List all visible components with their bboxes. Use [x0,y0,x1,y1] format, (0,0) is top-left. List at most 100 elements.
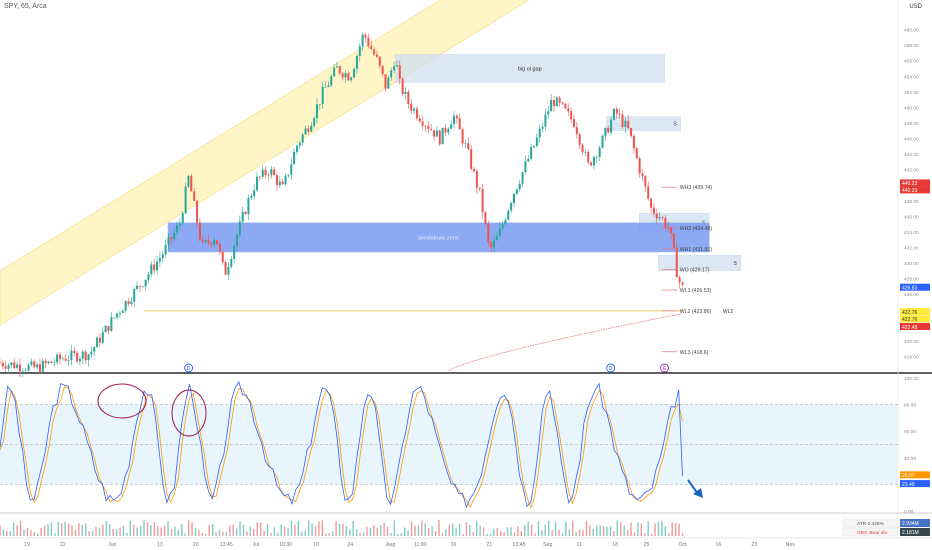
candle [513,193,516,208]
candle [544,108,547,132]
candle [470,144,473,171]
candle [213,237,216,248]
candle [627,114,630,130]
volume-bar [287,528,289,536]
candle [36,362,39,370]
osc-k-box [900,471,930,479]
candle [293,148,296,165]
candle [527,154,530,163]
volume-bar [362,532,365,536]
candle [30,358,33,367]
candle [378,56,381,69]
event-marker [660,363,669,373]
candle [278,175,281,188]
volume-bar [256,522,258,536]
candle [190,173,193,192]
candle [310,121,313,133]
time-tick-label: 16 [716,542,722,548]
candle [144,279,147,291]
osc-d-label: 22.49 [902,482,915,488]
price-label-box [900,283,930,291]
price-label-text: 422.76 [902,310,918,316]
volume-bar [661,520,663,536]
candle [430,123,433,131]
volume-bar [403,527,406,536]
time-tick-label: 18 [612,542,618,548]
candle [315,98,318,124]
candle [630,127,633,139]
volume-bar [61,523,63,536]
volume-bar [249,526,252,536]
candle [124,300,127,314]
volume-bar [407,530,409,536]
volume-bar [167,520,169,536]
candle [644,175,647,192]
zone-label: big ol gap [518,66,542,72]
volume-bar [13,522,15,536]
candle [264,166,267,179]
candle [473,166,476,174]
symbol-title: SPY, 65, Arca [4,3,47,10]
volume-bar [270,532,272,536]
candle [427,121,430,134]
volume-bar [592,528,595,536]
candle [98,333,101,348]
volume-bar [602,525,605,536]
price-tick-label: 460.00 [904,28,919,34]
time-tick-label: Aug [386,542,395,548]
volume-bar [19,520,22,536]
volume-bar [311,523,313,536]
candle [141,286,144,288]
zone-rect [167,222,710,253]
volume-bar [174,526,176,536]
price-tick-label: 426.00 [904,292,919,298]
event-marker [606,363,616,373]
volume-bar [143,520,145,536]
candle [612,107,615,121]
candle [330,74,333,88]
pivot-level-label: WL1 (426.53) [680,288,712,294]
volume-bar [105,520,108,536]
volume-bar [596,525,598,536]
candle [438,129,441,147]
volume-bar [0,524,1,536]
candle [530,143,533,161]
volume-bar [9,531,11,536]
candle [13,358,16,370]
volume-bar [242,524,245,536]
volume-bar [613,531,615,536]
candle [584,148,587,156]
candle [76,350,79,364]
volume-bar [575,532,577,536]
volume-bar [64,522,66,536]
time-tick-label: Sep [543,542,552,548]
candle [0,359,1,364]
candle [327,81,330,88]
volume-bar [23,529,25,536]
candle [398,60,401,85]
candle [493,235,496,253]
osc-d-box [900,480,930,488]
candle [273,166,276,176]
currency-label[interactable]: USD [909,4,922,10]
volume-bar [331,531,334,536]
candle [50,360,53,364]
volume-bar [609,525,612,536]
oscillator-tick-label: 0.00 [904,509,914,515]
volume-bar [37,533,39,536]
volume-bar [500,531,502,536]
candle [581,142,584,156]
candle [350,76,353,83]
candle [498,222,501,237]
volume-bar [537,520,540,536]
volume-bar [393,520,396,536]
price-tick-label: 458.00 [904,43,919,49]
atr-right-label: 2.934M [902,521,919,527]
volume-bar [359,532,361,536]
candle [218,241,221,256]
candle [184,182,187,215]
event-marker-label: E [663,366,667,372]
candle [133,286,136,308]
candle [241,206,244,224]
